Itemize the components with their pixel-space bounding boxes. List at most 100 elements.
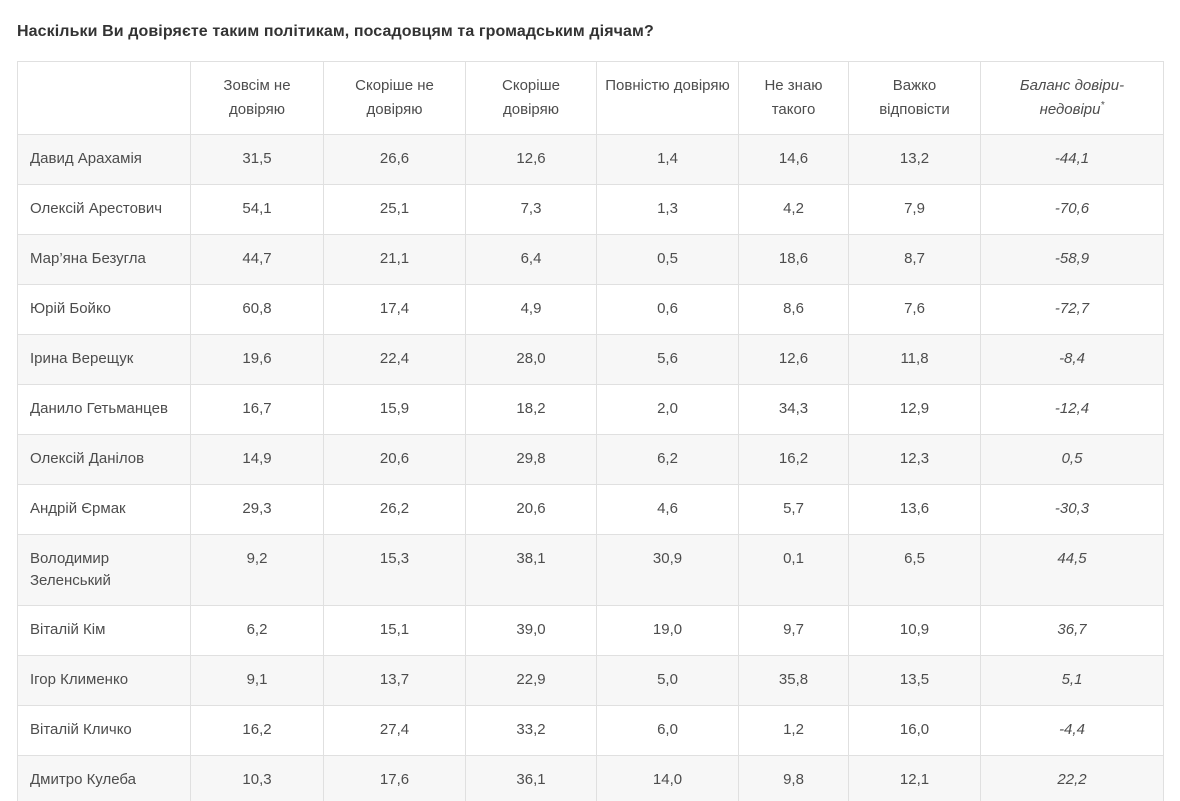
table-row: Данило Гетьманцев 16,7 15,9 18,2 2,0 34,3 12,9…: [17, 384, 1164, 435]
politician-name: Андрій Єрмак: [17, 484, 191, 535]
value-cell: 22,9: [465, 655, 597, 706]
table-row: Ігор Клименко 9,1 13,7 22,9 5,0 35,8 13,5 5,1: [17, 655, 1164, 706]
value-cell: 54,1: [190, 184, 324, 235]
value-cell: 6,2: [596, 434, 739, 485]
politician-name: Данило Гетьманцев: [17, 384, 191, 435]
value-cell: 9,2: [190, 534, 324, 606]
value-cell: 2,0: [596, 384, 739, 435]
column-header-no-trust-at-all: Зовсім не довіряю: [190, 61, 324, 135]
table-row: Юрій Бойко 60,8 17,4 4,9 0,6 8,6 7,6 -72,7: [17, 284, 1164, 335]
value-cell: 0,6: [596, 284, 739, 335]
politician-name: Давид Арахамія: [17, 134, 191, 185]
value-cell: 26,6: [323, 134, 466, 185]
value-cell: 14,0: [596, 755, 739, 801]
balance-cell: 5,1: [980, 655, 1164, 706]
balance-cell: -44,1: [980, 134, 1164, 185]
value-cell: 13,7: [323, 655, 466, 706]
value-cell: 12,6: [738, 334, 849, 385]
value-cell: 39,0: [465, 605, 597, 656]
value-cell: 14,6: [738, 134, 849, 185]
column-header-trust-balance: Баланс довіри-недовіри*: [980, 61, 1164, 135]
value-cell: 10,9: [848, 605, 981, 656]
table-header: Зовсім не довіряю Скоріше не довіряю Ско…: [17, 61, 1164, 135]
column-header-rather-no-trust: Скоріше не довіряю: [323, 61, 466, 135]
trust-balance-label: Баланс довіри-недовіри: [1019, 77, 1125, 118]
politician-name: Віталій Кличко: [17, 705, 191, 756]
value-cell: 12,3: [848, 434, 981, 485]
value-cell: 25,1: [323, 184, 466, 235]
value-cell: 30,9: [596, 534, 739, 606]
balance-cell: -58,9: [980, 234, 1164, 285]
value-cell: 11,8: [848, 334, 981, 385]
table-row: Віталій Кличко 16,2 27,4 33,2 6,0 1,2 16,0 -4,4: [17, 705, 1164, 756]
table-body: Давид Арахамія 31,5 26,6 12,6 1,4 14,6 13,2 -44…: [17, 134, 1164, 801]
value-cell: 15,1: [323, 605, 466, 656]
value-cell: 17,4: [323, 284, 466, 335]
value-cell: 16,2: [190, 705, 324, 756]
footnote-asterisk: *: [1100, 100, 1105, 111]
value-cell: 16,0: [848, 705, 981, 756]
balance-cell: -12,4: [980, 384, 1164, 435]
politician-name: Юрій Бойко: [17, 284, 191, 335]
column-header-fully-trust: Повністю довіряю: [596, 61, 739, 135]
balance-cell: -8,4: [980, 334, 1164, 385]
value-cell: 20,6: [465, 484, 597, 535]
balance-cell: -30,3: [980, 484, 1164, 535]
value-cell: 33,2: [465, 705, 597, 756]
value-cell: 16,7: [190, 384, 324, 435]
value-cell: 13,6: [848, 484, 981, 535]
value-cell: 19,6: [190, 334, 324, 385]
value-cell: 12,6: [465, 134, 597, 185]
table-row: Ірина Верещук 19,6 22,4 28,0 5,6 12,6 11,8 -8,4: [17, 334, 1164, 385]
value-cell: 34,3: [738, 384, 849, 435]
politician-name: Мар’яна Безугла: [17, 234, 191, 285]
politician-name: Олексій Арестович: [17, 184, 191, 235]
politician-name: Віталій Кім: [17, 605, 191, 656]
table-row: Давид Арахамія 31,5 26,6 12,6 1,4 14,6 13,2 -44…: [17, 134, 1164, 185]
column-header-dont-know-person: Не знаю такого: [738, 61, 849, 135]
value-cell: 6,0: [596, 705, 739, 756]
value-cell: 9,7: [738, 605, 849, 656]
table-row: Андрій Єрмак 29,3 26,2 20,6 4,6 5,7 13,6 -30,3: [17, 484, 1164, 535]
value-cell: 1,2: [738, 705, 849, 756]
table-row: Олексій Арестович 54,1 25,1 7,3 1,3 4,2 7,9 -70…: [17, 184, 1164, 235]
value-cell: 12,1: [848, 755, 981, 801]
balance-cell: 36,7: [980, 605, 1164, 656]
politician-column-header: [17, 61, 191, 135]
table-row: Володимир Зеленський 9,2 15,3 38,1 30,9 0,1 6,…: [17, 534, 1164, 606]
value-cell: 4,2: [738, 184, 849, 235]
balance-cell: -72,7: [980, 284, 1164, 335]
value-cell: 14,9: [190, 434, 324, 485]
value-cell: 60,8: [190, 284, 324, 335]
value-cell: 22,4: [323, 334, 466, 385]
value-cell: 44,7: [190, 234, 324, 285]
column-header-rather-trust: Скоріше довіряю: [465, 61, 597, 135]
page-title: Наскільки Ви довіряєте таким політикам, …: [17, 23, 654, 40]
page-container: Наскільки Ви довіряєте таким політикам, …: [0, 23, 1180, 801]
value-cell: 5,6: [596, 334, 739, 385]
value-cell: 18,2: [465, 384, 597, 435]
value-cell: 18,6: [738, 234, 849, 285]
balance-cell: -4,4: [980, 705, 1164, 756]
value-cell: 6,2: [190, 605, 324, 656]
column-header-hard-to-answer: Важко відповісти: [848, 61, 981, 135]
value-cell: 5,0: [596, 655, 739, 706]
value-cell: 16,2: [738, 434, 849, 485]
value-cell: 20,6: [323, 434, 466, 485]
value-cell: 28,0: [465, 334, 597, 385]
value-cell: 10,3: [190, 755, 324, 801]
trust-ratings-table: Зовсім не довіряю Скоріше не довіряю Ско…: [17, 61, 1164, 801]
balance-cell: -70,6: [980, 184, 1164, 235]
value-cell: 29,3: [190, 484, 324, 535]
value-cell: 21,1: [323, 234, 466, 285]
value-cell: 29,8: [465, 434, 597, 485]
value-cell: 8,7: [848, 234, 981, 285]
value-cell: 38,1: [465, 534, 597, 606]
value-cell: 15,9: [323, 384, 466, 435]
politician-name: Олексій Данілов: [17, 434, 191, 485]
balance-cell: 0,5: [980, 434, 1164, 485]
politician-name: Дмитро Кулеба: [17, 755, 191, 801]
value-cell: 26,2: [323, 484, 466, 535]
value-cell: 4,6: [596, 484, 739, 535]
table-row: Віталій Кім 6,2 15,1 39,0 19,0 9,7 10,9 36,7: [17, 605, 1164, 656]
